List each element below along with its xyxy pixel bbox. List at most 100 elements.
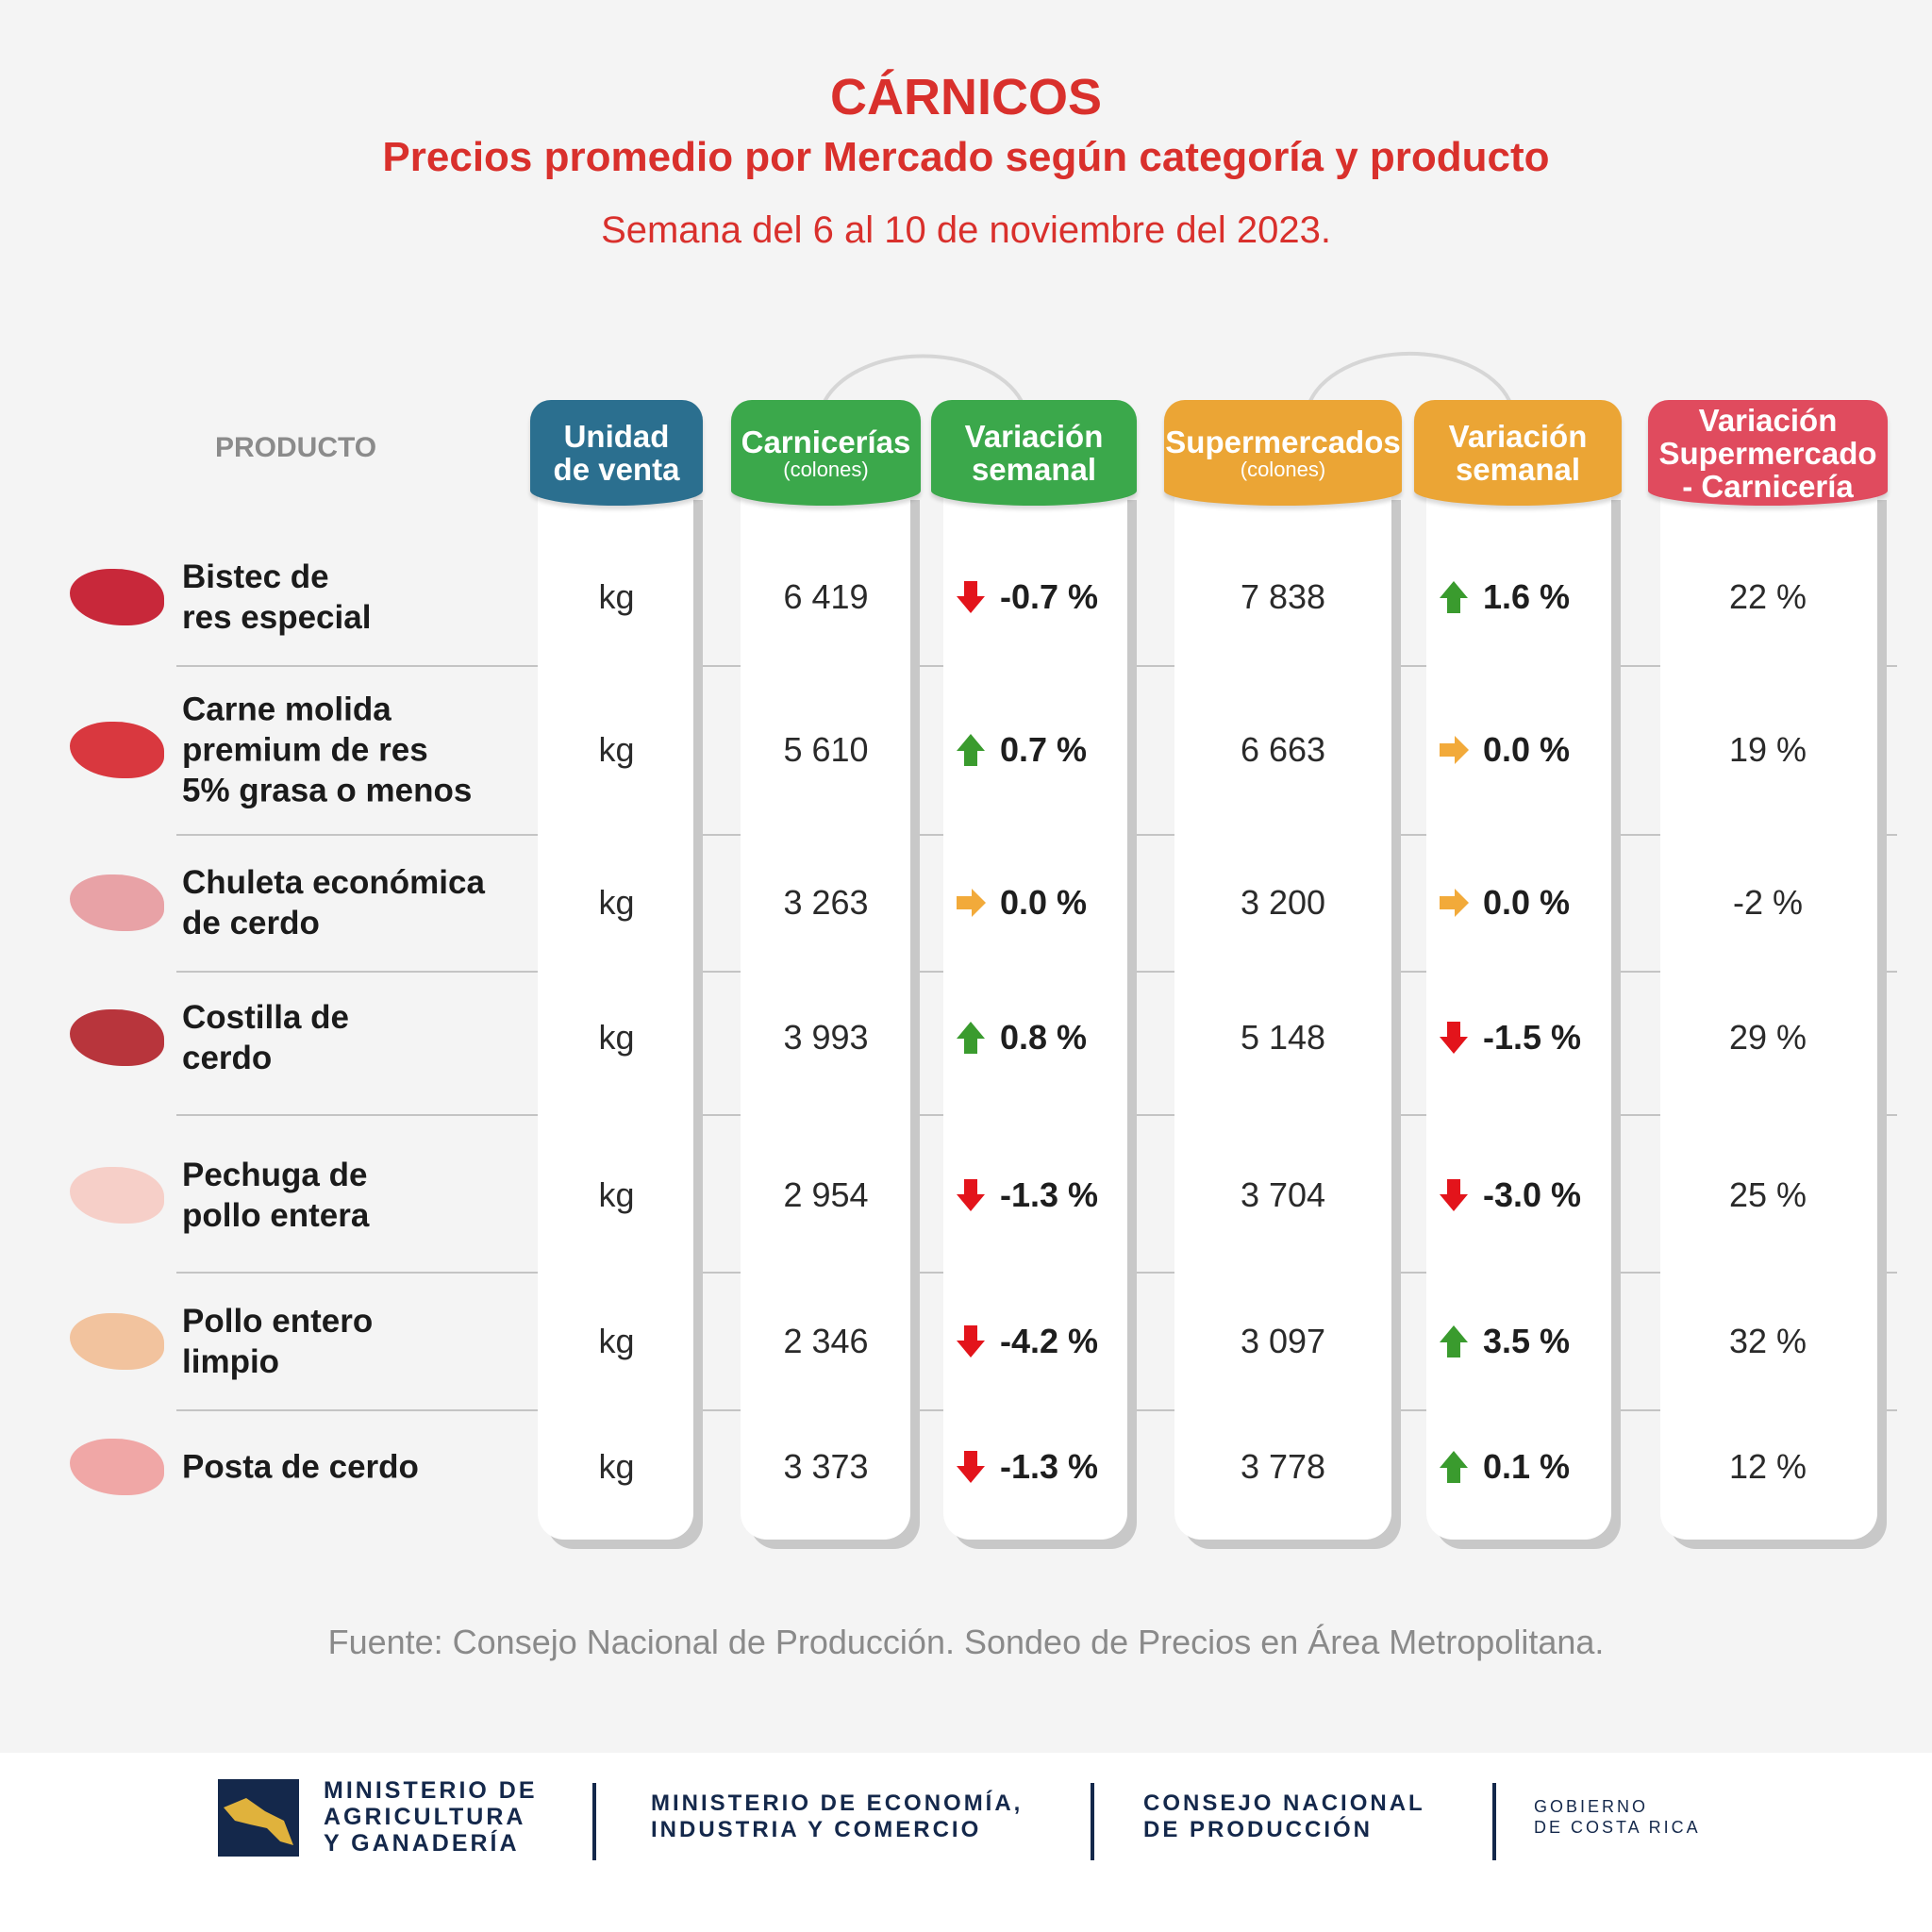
trend-arrow <box>957 581 985 613</box>
column-title: Supermercados <box>1165 424 1401 459</box>
product-icon <box>70 874 164 931</box>
cell: 19 % <box>1728 730 1807 769</box>
change-value: 0.0 % <box>1000 883 1088 922</box>
cell: 2 346 <box>783 1322 869 1360</box>
product-name: Chuleta económica de cerdo <box>182 864 485 941</box>
cell: kg <box>598 730 635 769</box>
product-icon <box>70 1009 164 1066</box>
trend-arrow <box>1440 1325 1468 1357</box>
cell: 3 704 <box>1240 1175 1326 1214</box>
cell: 22 % <box>1728 577 1807 616</box>
cell: 25 % <box>1728 1175 1807 1214</box>
column-body <box>741 491 910 1540</box>
cell: 3 097 <box>1240 1322 1326 1360</box>
cell: 2 954 <box>783 1175 869 1214</box>
cell: 3 263 <box>783 883 869 922</box>
column-body <box>943 491 1127 1540</box>
cell: 3 373 <box>783 1447 869 1486</box>
change-cell: -1.3 % <box>955 1447 1137 1487</box>
cell: 3 778 <box>1240 1447 1326 1486</box>
trend-arrow <box>957 889 986 917</box>
trend-arrow <box>957 1022 985 1054</box>
arc <box>1307 351 1513 407</box>
logo-meic: MINISTERIO DE ECONOMÍA, INDUSTRIA Y COME… <box>651 1790 1024 1842</box>
column-body <box>1174 491 1391 1540</box>
divider <box>1091 1783 1094 1860</box>
change-value: -3.0 % <box>1483 1175 1582 1214</box>
logo-gobierno: GOBIERNO DE COSTA RICA <box>1534 1797 1701 1837</box>
cell: 29 % <box>1728 1018 1807 1057</box>
column-title: Variación Supermercado - Carnicería <box>1658 402 1877 504</box>
footer <box>0 1753 1932 1932</box>
logo-cnp: CONSEJO NACIONAL DE PRODUCCIÓN <box>1143 1790 1425 1842</box>
change-cell: -1.3 % <box>955 1175 1137 1215</box>
cell: 6 663 <box>1240 730 1326 769</box>
product-name: Bistec de res especial <box>182 558 372 636</box>
arc <box>821 354 1025 407</box>
trend-arrow <box>1440 736 1469 764</box>
trend-arrow <box>1440 889 1469 917</box>
product-icon <box>70 1439 164 1495</box>
column-body <box>1660 491 1877 1540</box>
change-cell: 0.1 % <box>1438 1447 1622 1487</box>
trend-arrow <box>1440 1451 1468 1483</box>
product-name: Costilla de cerdo <box>182 999 349 1076</box>
product-name: Posta de cerdo <box>182 1448 419 1486</box>
product-name: Carne molida premium de res 5% grasa o m… <box>182 691 473 809</box>
change-value: -1.5 % <box>1483 1018 1582 1057</box>
change-value: -0.7 % <box>1000 577 1099 616</box>
cell: kg <box>598 1322 635 1360</box>
change-cell: 3.5 % <box>1438 1322 1622 1361</box>
change-value: 0.7 % <box>1000 730 1088 769</box>
cell: kg <box>598 577 635 616</box>
decor-arcs <box>821 351 1513 407</box>
column-header: Supermercados (colones) <box>1164 400 1402 506</box>
change-value: 1.6 % <box>1483 577 1571 616</box>
column-title: Variación semanal <box>964 419 1104 487</box>
cell: 12 % <box>1728 1447 1807 1486</box>
cell: 3 200 <box>1240 883 1326 922</box>
product-label: PRODUCTO <box>215 432 377 463</box>
change-cell: -4.2 % <box>955 1322 1137 1361</box>
cell: kg <box>598 883 635 922</box>
change-value: -1.3 % <box>1000 1447 1099 1486</box>
cell: 5 610 <box>783 730 869 769</box>
trend-arrow <box>957 1325 985 1357</box>
product-name: Pollo entero limpio <box>182 1303 374 1380</box>
change-value: 0.8 % <box>1000 1018 1088 1057</box>
cell: -2 % <box>1732 883 1804 922</box>
change-value: 0.1 % <box>1483 1447 1571 1486</box>
column-header: Carnicerías (colones) <box>731 400 921 506</box>
column-header: Unidad de venta <box>530 400 703 506</box>
subtitle: Precios promedio por Mercado según categ… <box>382 134 1550 180</box>
cell: kg <box>598 1018 635 1057</box>
cell: 6 419 <box>783 577 869 616</box>
cell: 5 148 <box>1240 1018 1326 1057</box>
product-name: Pechuga de pollo entera <box>182 1157 370 1234</box>
change-cell: 0.7 % <box>955 730 1137 770</box>
divider <box>1492 1783 1496 1860</box>
change-value: 3.5 % <box>1483 1322 1571 1360</box>
change-value: -4.2 % <box>1000 1322 1099 1360</box>
change-cell: -1.5 % <box>1438 1018 1622 1058</box>
column-header: Variación semanal <box>1414 400 1622 506</box>
title: CÁRNICOS <box>829 69 1102 125</box>
week: Semana del 6 al 10 de noviembre del 2023… <box>601 209 1331 251</box>
change-cell: -3.0 % <box>1438 1175 1622 1215</box>
change-cell: 0.0 % <box>955 883 1137 923</box>
column-title: Carnicerías <box>741 424 911 459</box>
trend-arrow <box>957 1451 985 1483</box>
trend-arrow <box>957 1179 985 1211</box>
cell: 7 838 <box>1240 577 1326 616</box>
change-cell: 0.0 % <box>1438 883 1622 923</box>
column-body <box>1426 491 1611 1540</box>
product-icon <box>70 1167 164 1224</box>
trend-arrow <box>1440 1022 1468 1054</box>
change-cell: 0.8 % <box>955 1018 1137 1058</box>
column-header: Variación semanal <box>931 400 1137 506</box>
source: Fuente: Consejo Nacional de Producción. … <box>327 1623 1605 1661</box>
cell: kg <box>598 1175 635 1214</box>
column-title: Unidad de venta <box>553 419 680 487</box>
change-value: 0.0 % <box>1483 883 1571 922</box>
